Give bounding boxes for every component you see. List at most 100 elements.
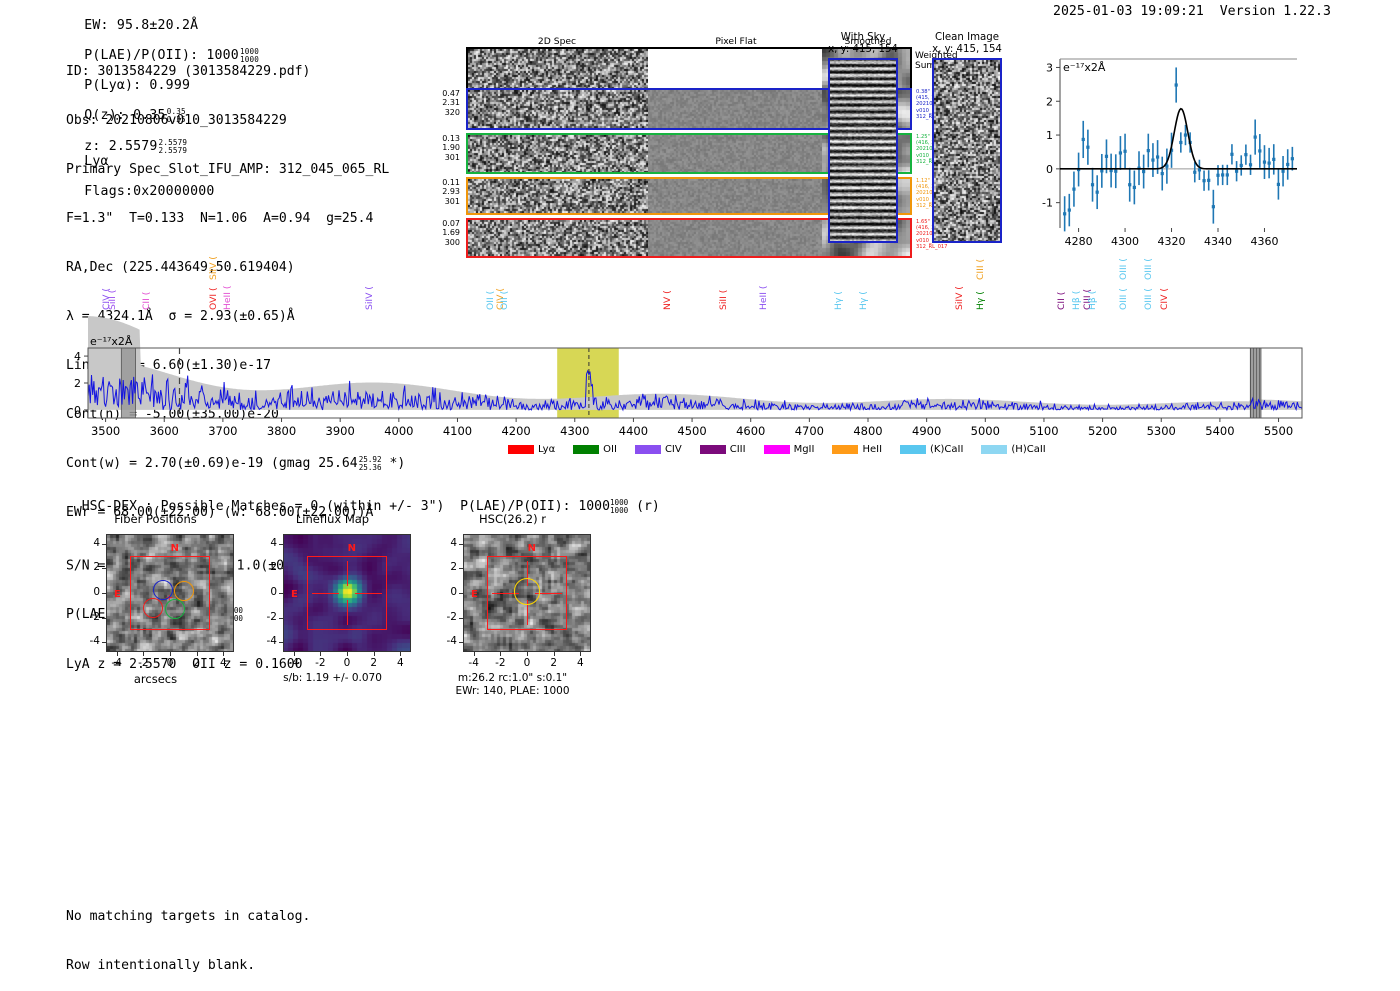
- emission-line-label: OIII (: [1118, 258, 1130, 280]
- weighted-sum-label: Weighted Sum: [915, 51, 958, 71]
- info-cont-w-pre: Cont(w) = 2.70(±0.69)e-19 (gmag 25.64: [66, 456, 358, 472]
- svg-text:5200: 5200: [1088, 424, 1117, 438]
- axis-label-y: -4: [266, 635, 277, 648]
- axis-tick-y: [459, 568, 463, 570]
- axis-label-y: 4: [450, 536, 457, 549]
- axis-tick-y: [459, 642, 463, 644]
- header-ew: EW: 95.8±20.2Å: [84, 18, 199, 33]
- axis-tick-x: [143, 652, 145, 656]
- axis-label-y: 4: [93, 536, 100, 549]
- emission-line-label: SiII (: [107, 289, 118, 310]
- legend-swatch: [832, 445, 859, 454]
- svg-text:4300: 4300: [560, 424, 589, 438]
- svg-text:e⁻¹⁷x2Å: e⁻¹⁷x2Å: [90, 335, 133, 348]
- pixel-flat-image: [648, 90, 822, 128]
- legend-item: (H)CaII: [981, 444, 1046, 455]
- axis-label-y: 0: [270, 586, 277, 598]
- axis-tick-x: [116, 652, 118, 656]
- hsc-dex-text: HSC-DEX : Possible Matches = 0 (within +…: [81, 499, 610, 515]
- svg-text:0: 0: [1046, 163, 1053, 176]
- panel-title: Fiber Positions: [114, 512, 197, 526]
- axis-label-x: 4: [219, 657, 227, 669]
- panel-caption: s/b: 1.19 +/- 0.070: [283, 672, 382, 684]
- svg-text:2: 2: [1046, 95, 1053, 108]
- field-of-view-box: [130, 556, 210, 630]
- axis-tick-y: [102, 543, 106, 545]
- fiber-circle: [152, 579, 173, 600]
- svg-text:5400: 5400: [1205, 424, 1234, 438]
- panel-caption: m:26.2 rc:1.0" s:0.1": [457, 672, 568, 684]
- photometry-aperture: [513, 578, 541, 606]
- legend-swatch: [763, 445, 790, 454]
- fiber-circle: [143, 598, 164, 619]
- axis-label-x: 0: [343, 657, 351, 669]
- axis-label-y: 4: [270, 536, 277, 549]
- emission-line-label: HeII (: [221, 285, 233, 311]
- svg-text:3600: 3600: [150, 424, 179, 438]
- axis-tick-x: [170, 652, 171, 656]
- emission-line-label: Hγ (: [833, 291, 845, 310]
- svg-text:4200: 4200: [501, 424, 530, 438]
- info-primary-spec: Primary Spec_Slot_IFU_AMP: 312_045_065_R…: [66, 161, 390, 177]
- axis-label-x: 4: [396, 657, 404, 669]
- legend-label: OII: [603, 444, 617, 455]
- legend-swatch: [573, 445, 600, 454]
- emission-line-label: HeII (: [758, 285, 769, 311]
- axis-label-x: -4: [111, 657, 122, 669]
- compass-east: E: [291, 588, 298, 600]
- svg-text:3700: 3700: [208, 424, 237, 438]
- header-z-hi: 2.5579: [158, 137, 188, 147]
- info-gmag-lo: 25.36: [358, 462, 382, 472]
- axis-tick-x: [293, 652, 295, 656]
- cutout-image-with-sky: [828, 58, 898, 243]
- legend-swatch: [699, 445, 726, 454]
- pixel-flat-image: [648, 179, 822, 213]
- spectrum-legend: Lyα OII CIV CIII MgII HeII (K)CaII (H)CaII: [508, 444, 1060, 455]
- svg-text:4280: 4280: [1065, 235, 1093, 248]
- panel-image: [283, 534, 411, 652]
- svg-text:5500: 5500: [1264, 424, 1293, 438]
- cutout-name: Clean Image: [934, 32, 1000, 43]
- pixel-flat-image: [648, 135, 822, 172]
- compass-north: N: [170, 543, 180, 555]
- axis-tick-x: [347, 652, 348, 656]
- panel-hsc-image: HSC(26.2) r N E -4 -4 -2 -2 0 0 2 2 4 4 m:26.2 rc:1.0…: [425, 512, 600, 727]
- svg-text:4360: 4360: [1250, 235, 1278, 248]
- header-plae-label: P(LAE)/P(OII): 1000: [84, 48, 239, 64]
- pixel-flat-image: [648, 220, 822, 256]
- bottom-note-line2: Row intentionally blank.: [66, 958, 256, 974]
- axis-tick-y: [279, 617, 283, 619]
- emission-line-label: SiIV (: [953, 286, 965, 310]
- axis-tick-x: [473, 652, 475, 656]
- panel-title: HSC(26.2) r: [479, 512, 546, 526]
- svg-text:4320: 4320: [1158, 235, 1186, 248]
- emission-line-label: OVI (: [207, 287, 219, 310]
- svg-text:0: 0: [74, 404, 81, 417]
- spec2d-row-stats-left: 0.13 1.90 301: [442, 134, 460, 162]
- line-profile-svg: -1 0 1 2 3 4280 4300 4320 4340 4360 e⁻¹⁷x2Å: [1042, 58, 1297, 248]
- svg-text:4600: 4600: [736, 424, 765, 438]
- header-qz-hi: 0.35: [166, 107, 186, 117]
- svg-text:4900: 4900: [912, 424, 941, 438]
- axis-label-y: -4: [89, 635, 100, 648]
- detection-info-block: ID: 3013584229 (3013584229.pdf) Obs: 202…: [66, 31, 405, 689]
- panel-caption-2: EWr: 140, PLAE: 1000: [455, 685, 570, 697]
- info-lambda-sigma: λ = 4324.1Å σ = 2.93(±0.65)Å: [66, 308, 295, 324]
- axis-label-y: -4: [446, 635, 457, 648]
- svg-text:2: 2: [74, 377, 81, 390]
- header-z-lo: 2.5579: [158, 145, 188, 155]
- header-plya: P(Lyα): 0.999: [84, 78, 191, 94]
- fiber-circle: [174, 580, 194, 601]
- axis-label-y: -2: [446, 610, 457, 623]
- header-plae-lo: 1000: [239, 54, 260, 64]
- axis-tick-y: [102, 642, 106, 644]
- header-z-species: Lyα: [84, 154, 109, 170]
- legend-item: (K)CaII: [900, 444, 963, 455]
- axis-tick-y: [279, 593, 283, 594]
- info-radec: RA,Dec (225.443649,50.619404): [66, 259, 295, 275]
- spec2d-image: [468, 220, 648, 256]
- cutout-title-0: With Sky x, y: 415, 154: [808, 32, 918, 56]
- svg-text:4700: 4700: [795, 424, 824, 438]
- header-flags: Flags:0x20000000: [84, 184, 215, 200]
- axis-label-y: 2: [270, 561, 277, 574]
